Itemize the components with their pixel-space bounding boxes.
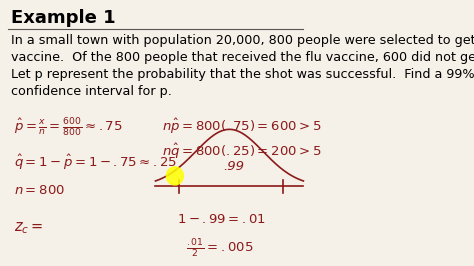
Text: .99: .99 [224,160,245,173]
Text: $\hat{p} = \frac{x}{n} = \frac{600}{800} \approx .75$: $\hat{p} = \frac{x}{n} = \frac{600}{800}… [14,117,122,138]
Text: Example 1: Example 1 [10,9,115,27]
Text: $\hat{q} = 1 - \hat{p} = 1-.75 \approx .25$: $\hat{q} = 1 - \hat{p} = 1-.75 \approx .… [14,153,177,172]
Text: $n\hat{p} = 800(.75) = 600 > 5$: $n\hat{p} = 800(.75) = 600 > 5$ [162,117,321,136]
Text: In a small town with population 20,000, 800 people were selected to get a flu
va: In a small town with population 20,000, … [10,34,474,98]
Ellipse shape [166,167,183,185]
Text: $z_c =$: $z_c =$ [14,220,43,235]
Text: $\frac{.01}{2} = .005$: $\frac{.01}{2} = .005$ [186,238,254,260]
Text: $n = 800$: $n = 800$ [14,184,65,197]
Text: $1 - .99 = .01$: $1 - .99 = .01$ [177,213,266,226]
Text: $n\hat{q} = 800(.25) = 200 > 5$: $n\hat{q} = 800(.25) = 200 > 5$ [162,142,321,161]
